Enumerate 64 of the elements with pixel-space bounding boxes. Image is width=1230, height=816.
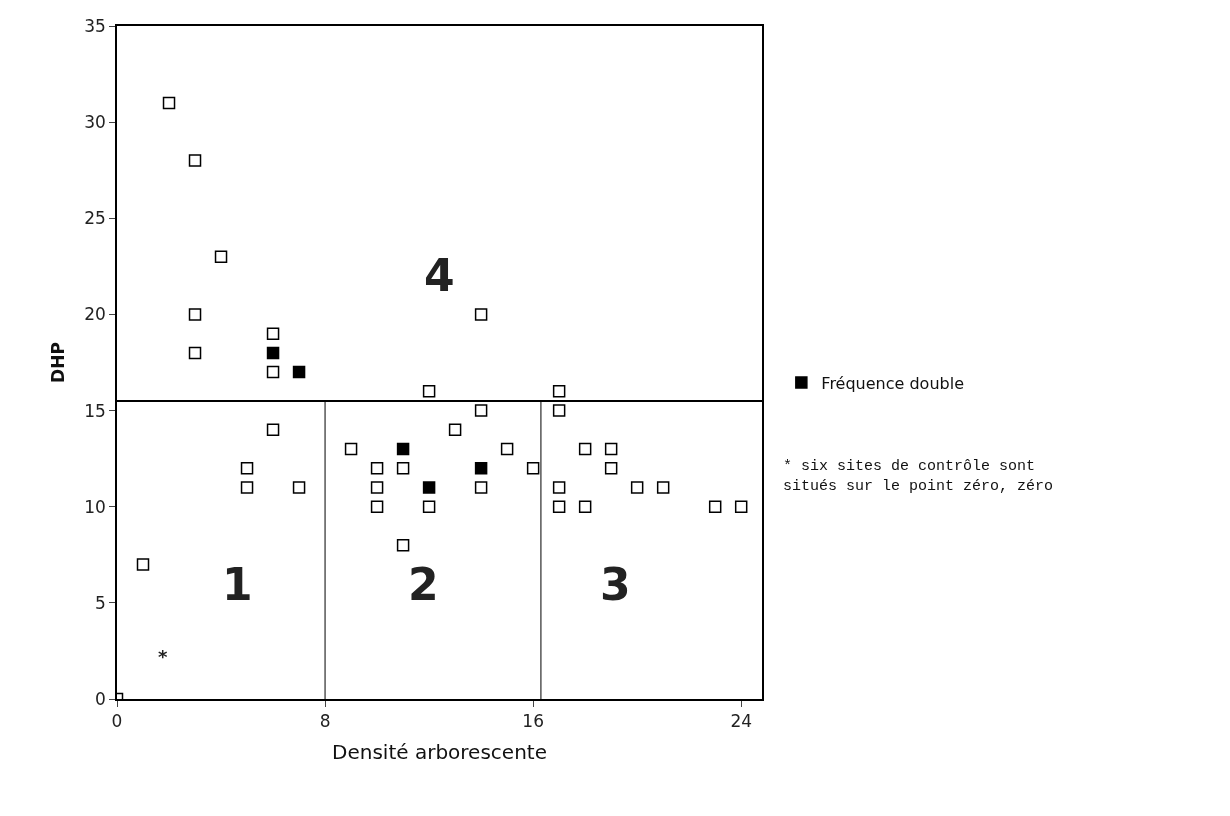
point: [266, 423, 280, 437]
point: [474, 481, 488, 494]
point: [552, 500, 566, 513]
point: [604, 442, 618, 456]
point: [526, 462, 540, 475]
point: [162, 96, 176, 110]
x-tick-label: 0: [111, 711, 123, 732]
point: [552, 481, 566, 494]
point: [474, 308, 488, 321]
annotation: 1: [222, 559, 253, 610]
point: [708, 500, 722, 513]
y-tick-label: 15: [84, 400, 106, 421]
point: [370, 481, 384, 494]
point: [240, 481, 254, 494]
legend-label: Fréquence double: [821, 373, 965, 393]
point: [734, 500, 748, 513]
y-tick-label: 30: [84, 112, 106, 133]
point: [266, 346, 280, 360]
point: [500, 442, 514, 456]
annotation: 3: [600, 559, 631, 610]
y-tick-label: 25: [84, 208, 106, 229]
point: [136, 558, 150, 571]
point: [396, 462, 410, 475]
point: [240, 462, 254, 475]
point: [656, 481, 670, 494]
point: [370, 462, 384, 475]
point: [214, 250, 228, 263]
point: [422, 481, 436, 494]
x-tick-label: 24: [730, 711, 753, 732]
point: [370, 500, 384, 513]
y-tick-label: 20: [84, 304, 106, 325]
annotation: 4: [424, 250, 455, 301]
point: [188, 154, 202, 167]
point: [292, 481, 306, 494]
annotation: 2: [408, 559, 439, 610]
point: [292, 365, 306, 379]
point: [474, 462, 488, 475]
y-tick-label: 5: [95, 592, 106, 613]
point: [266, 327, 280, 340]
x-tick-label: 8: [319, 711, 331, 732]
y-tick-label: 35: [84, 15, 106, 36]
point: [552, 404, 566, 417]
point: [422, 500, 436, 513]
annotation: *: [158, 646, 168, 667]
point: [448, 423, 462, 437]
point: [474, 404, 488, 417]
point: [396, 442, 410, 456]
x-axis-title: Densité arborescente: [332, 740, 547, 765]
point: [578, 500, 592, 513]
point: [396, 538, 410, 552]
point: [266, 365, 280, 379]
text: * six sites de contrôle sont situés sur le point zéro, zéro: [783, 458, 1054, 495]
y-axis-title: DHP: [48, 342, 69, 383]
point: [630, 481, 644, 494]
y-tick-label: 0: [95, 688, 106, 709]
point: [552, 385, 566, 398]
point: [188, 308, 202, 321]
point: [422, 385, 436, 398]
x-tick-label: 16: [522, 711, 544, 732]
point: [578, 442, 592, 456]
y-tick-label: 10: [84, 496, 106, 517]
point: [344, 442, 358, 456]
point: [604, 462, 618, 475]
point: [188, 346, 202, 360]
